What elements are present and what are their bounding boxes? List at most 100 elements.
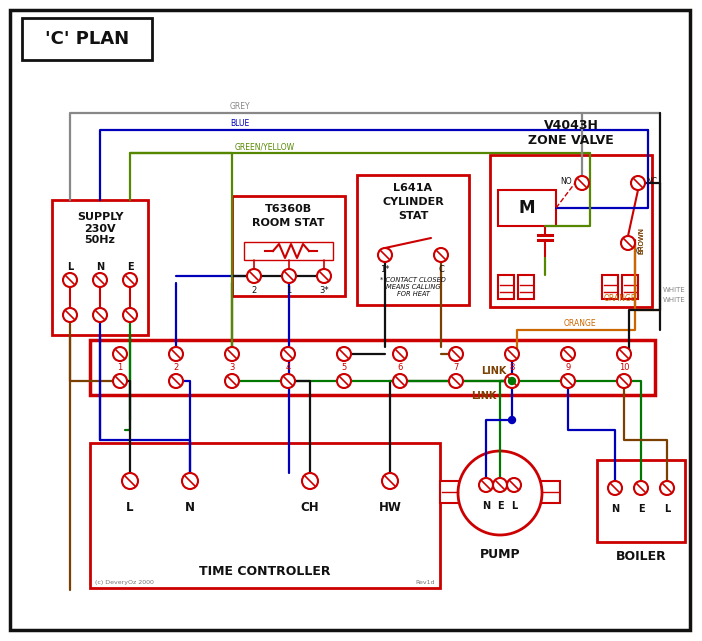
Text: 1: 1 bbox=[286, 286, 291, 295]
Text: STAT: STAT bbox=[398, 211, 428, 221]
Circle shape bbox=[393, 374, 407, 388]
Circle shape bbox=[378, 248, 392, 262]
FancyBboxPatch shape bbox=[90, 340, 655, 395]
Circle shape bbox=[123, 308, 137, 322]
Text: SUPPLY
230V
50Hz: SUPPLY 230V 50Hz bbox=[77, 212, 124, 246]
FancyBboxPatch shape bbox=[498, 190, 556, 226]
Text: TIME CONTROLLER: TIME CONTROLLER bbox=[199, 565, 331, 578]
Text: BLUE: BLUE bbox=[230, 119, 249, 128]
Text: 2: 2 bbox=[173, 363, 178, 372]
FancyBboxPatch shape bbox=[357, 175, 469, 305]
Text: 2: 2 bbox=[251, 286, 257, 295]
Text: LINK: LINK bbox=[482, 366, 507, 376]
FancyBboxPatch shape bbox=[540, 481, 560, 503]
Text: L: L bbox=[664, 504, 670, 514]
Text: (c) DeveryOz 2000: (c) DeveryOz 2000 bbox=[95, 580, 154, 585]
Circle shape bbox=[337, 374, 351, 388]
Text: 6: 6 bbox=[397, 363, 403, 372]
Circle shape bbox=[634, 481, 648, 495]
FancyBboxPatch shape bbox=[518, 275, 534, 299]
Text: N: N bbox=[185, 501, 195, 514]
Circle shape bbox=[505, 347, 519, 361]
Text: BROWN: BROWN bbox=[638, 226, 644, 253]
Text: ROOM STAT: ROOM STAT bbox=[252, 218, 325, 228]
Circle shape bbox=[617, 347, 631, 361]
Circle shape bbox=[434, 248, 448, 262]
Circle shape bbox=[561, 374, 575, 388]
Text: ORANGE: ORANGE bbox=[564, 319, 596, 328]
Circle shape bbox=[561, 347, 575, 361]
Circle shape bbox=[493, 478, 507, 492]
Circle shape bbox=[458, 451, 542, 535]
Text: C: C bbox=[438, 265, 444, 274]
Text: E: E bbox=[126, 262, 133, 272]
Text: NC: NC bbox=[646, 176, 657, 185]
Text: BROWN: BROWN bbox=[638, 226, 644, 253]
Circle shape bbox=[281, 374, 295, 388]
Text: V4043H: V4043H bbox=[543, 119, 598, 131]
Circle shape bbox=[113, 374, 127, 388]
Text: GREEN/YELLOW: GREEN/YELLOW bbox=[235, 142, 295, 151]
Text: BOILER: BOILER bbox=[616, 550, 666, 563]
Circle shape bbox=[247, 269, 261, 283]
Text: 4: 4 bbox=[286, 363, 291, 372]
Text: L: L bbox=[67, 262, 73, 272]
Circle shape bbox=[608, 481, 622, 495]
Circle shape bbox=[508, 378, 515, 385]
FancyBboxPatch shape bbox=[244, 242, 333, 260]
Text: L641A: L641A bbox=[393, 183, 432, 193]
Text: LINK: LINK bbox=[471, 391, 497, 401]
Text: N: N bbox=[611, 504, 619, 514]
Circle shape bbox=[337, 347, 351, 361]
Text: CH: CH bbox=[300, 501, 319, 514]
Text: CYLINDER: CYLINDER bbox=[382, 197, 444, 207]
Text: L: L bbox=[511, 501, 517, 511]
Circle shape bbox=[317, 269, 331, 283]
FancyBboxPatch shape bbox=[10, 10, 690, 630]
Text: PUMP: PUMP bbox=[479, 548, 520, 561]
Circle shape bbox=[123, 273, 137, 287]
Text: 1*: 1* bbox=[380, 265, 390, 274]
FancyBboxPatch shape bbox=[232, 196, 345, 296]
Text: T6360B: T6360B bbox=[265, 204, 312, 214]
Text: Rev1d: Rev1d bbox=[416, 580, 435, 585]
Circle shape bbox=[122, 473, 138, 489]
Circle shape bbox=[479, 478, 493, 492]
Text: N: N bbox=[482, 501, 490, 511]
FancyBboxPatch shape bbox=[622, 275, 638, 299]
Circle shape bbox=[282, 269, 296, 283]
Circle shape bbox=[393, 347, 407, 361]
Circle shape bbox=[225, 374, 239, 388]
FancyBboxPatch shape bbox=[498, 275, 514, 299]
Text: ORANGE: ORANGE bbox=[604, 294, 636, 303]
Circle shape bbox=[281, 347, 295, 361]
Circle shape bbox=[113, 347, 127, 361]
FancyBboxPatch shape bbox=[52, 200, 148, 335]
Circle shape bbox=[507, 478, 521, 492]
Text: 3*: 3* bbox=[319, 286, 329, 295]
Circle shape bbox=[382, 473, 398, 489]
Circle shape bbox=[225, 347, 239, 361]
Text: E: E bbox=[497, 501, 503, 511]
Circle shape bbox=[93, 273, 107, 287]
FancyBboxPatch shape bbox=[90, 443, 440, 588]
Text: M: M bbox=[519, 199, 535, 217]
Text: ZONE VALVE: ZONE VALVE bbox=[528, 133, 614, 147]
Text: N: N bbox=[96, 262, 104, 272]
Circle shape bbox=[182, 473, 198, 489]
Text: 8: 8 bbox=[510, 363, 515, 372]
Circle shape bbox=[449, 374, 463, 388]
Circle shape bbox=[93, 308, 107, 322]
Circle shape bbox=[621, 236, 635, 250]
Circle shape bbox=[63, 308, 77, 322]
Text: 10: 10 bbox=[618, 363, 629, 372]
Circle shape bbox=[505, 374, 519, 388]
Text: WHITE: WHITE bbox=[663, 297, 686, 303]
Text: L: L bbox=[126, 501, 134, 514]
Circle shape bbox=[169, 347, 183, 361]
Circle shape bbox=[631, 176, 645, 190]
Text: 5: 5 bbox=[341, 363, 347, 372]
Circle shape bbox=[302, 473, 318, 489]
Circle shape bbox=[575, 176, 589, 190]
FancyBboxPatch shape bbox=[597, 460, 685, 542]
